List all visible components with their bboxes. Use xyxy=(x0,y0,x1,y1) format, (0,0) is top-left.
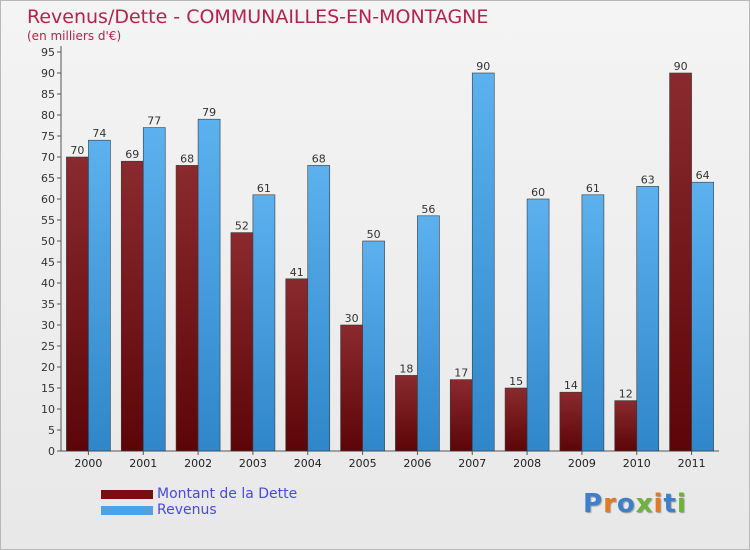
bar-revenus xyxy=(526,198,550,452)
bar-revenus xyxy=(636,186,660,452)
value-label-dette: 14 xyxy=(564,379,578,392)
x-tick-label: 2008 xyxy=(513,457,541,470)
x-tick-label: 2007 xyxy=(458,457,486,470)
bar-revenus xyxy=(362,240,385,452)
value-label-revenus: 90 xyxy=(476,60,490,73)
bar-dette xyxy=(395,375,418,452)
x-tick-label: 2005 xyxy=(349,457,377,470)
x-tick-label: 2003 xyxy=(239,457,267,470)
chart-title: Revenus/Dette - COMMUNAILLES-EN-MONTAGNE xyxy=(27,6,489,28)
value-label-dette: 70 xyxy=(70,144,84,157)
bar-dette xyxy=(669,72,692,452)
y-tick-label: 75 xyxy=(41,130,55,143)
y-tick-label: 70 xyxy=(41,151,55,164)
value-label-revenus: 56 xyxy=(421,203,435,216)
legend-label-revenus: Revenus xyxy=(157,502,217,518)
value-label-dette: 18 xyxy=(399,362,413,375)
bar-dette xyxy=(559,391,583,452)
bar-dette xyxy=(230,232,254,452)
y-tick-label: 60 xyxy=(41,193,55,206)
y-tick-label: 20 xyxy=(41,361,55,374)
y-tick-label: 45 xyxy=(41,256,55,269)
value-label-dette: 12 xyxy=(619,388,633,401)
y-tick-label: 40 xyxy=(41,277,55,290)
bar-revenus xyxy=(471,72,495,452)
y-tick-label: 25 xyxy=(41,340,55,353)
value-label-dette: 41 xyxy=(290,266,304,279)
y-tick-label: 35 xyxy=(41,298,55,311)
value-label-revenus: 50 xyxy=(367,228,381,241)
chart-subtitle: (en milliers d'€) xyxy=(27,29,122,43)
bar-chart: 0 5 10 15 20 25 30 35 40 45 50 55 60 65 70 75 80 85 90 95 70… xyxy=(41,46,719,470)
bar-revenus xyxy=(417,215,440,452)
value-label-revenus: 79 xyxy=(202,106,216,119)
x-tick-label: 2010 xyxy=(623,457,651,470)
x-tick-label: 2001 xyxy=(129,457,157,470)
y-tick-label: 80 xyxy=(41,109,55,122)
value-label-revenus: 68 xyxy=(312,152,326,165)
y-tick-label: 85 xyxy=(41,88,55,101)
bar-dette xyxy=(120,160,144,452)
value-label-dette: 17 xyxy=(454,367,468,380)
bar-revenus xyxy=(142,127,166,452)
value-label-revenus: 63 xyxy=(641,173,655,186)
y-tick-label: 0 xyxy=(48,445,55,458)
value-label-dette: 90 xyxy=(674,60,688,73)
bar-dette xyxy=(175,165,199,452)
y-tick-label: 95 xyxy=(41,46,55,59)
legend-swatch-revenus xyxy=(101,506,153,515)
value-label-revenus: 60 xyxy=(531,186,545,199)
bar-dette xyxy=(614,400,638,452)
value-label-revenus: 74 xyxy=(92,127,106,140)
bar-dette xyxy=(449,379,473,452)
y-tick-label: 10 xyxy=(41,403,55,416)
bar-revenus xyxy=(252,194,276,452)
bar-revenus xyxy=(307,165,331,452)
y-tick-label: 30 xyxy=(41,319,55,332)
value-label-dette: 68 xyxy=(180,152,194,165)
y-tick-label: 90 xyxy=(41,67,55,80)
legend-swatch-dette xyxy=(101,490,153,499)
x-tick-label: 2002 xyxy=(184,457,212,470)
x-tick-label: 2006 xyxy=(403,457,431,470)
legend-label-dette: Montant de la Dette xyxy=(157,486,298,502)
y-tick-label: 5 xyxy=(48,424,55,437)
y-tick-label: 65 xyxy=(41,172,55,185)
value-label-revenus: 77 xyxy=(147,115,161,128)
bar-revenus xyxy=(691,181,714,452)
bar-dette xyxy=(504,387,528,452)
value-label-dette: 69 xyxy=(125,148,139,161)
value-label-dette: 30 xyxy=(345,312,359,325)
x-tick-label: 2000 xyxy=(74,457,102,470)
x-tick-label: 2011 xyxy=(678,457,706,470)
bar-revenus xyxy=(581,194,605,452)
value-label-dette: 52 xyxy=(235,220,249,233)
bar-dette xyxy=(340,324,363,452)
y-tick-label: 50 xyxy=(41,235,55,248)
y-tick-label: 15 xyxy=(41,382,55,395)
x-tick-label: 2009 xyxy=(568,457,596,470)
value-label-revenus: 64 xyxy=(696,169,710,182)
value-label-revenus: 61 xyxy=(257,182,271,195)
bar-dette xyxy=(66,156,89,452)
bar-revenus xyxy=(88,139,111,452)
x-tick-label: 2004 xyxy=(294,457,322,470)
value-label-dette: 15 xyxy=(509,375,523,388)
bar-revenus xyxy=(197,118,221,452)
bar-dette xyxy=(285,278,309,452)
proxiti-logo: Proxiti xyxy=(583,489,687,519)
value-label-revenus: 61 xyxy=(586,182,600,195)
y-tick-label: 55 xyxy=(41,214,55,227)
